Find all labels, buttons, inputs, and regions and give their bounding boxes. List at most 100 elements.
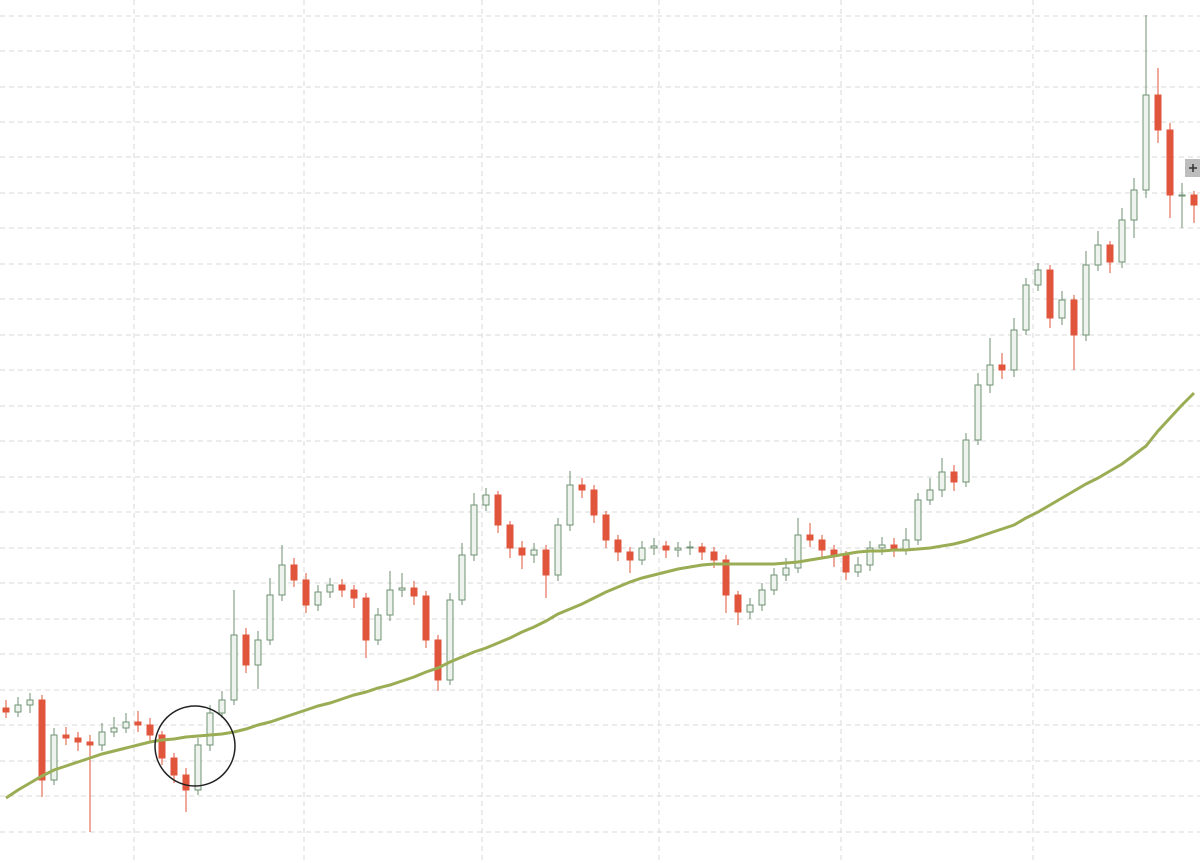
- candle-body: [266, 594, 274, 641]
- candle-body: [1142, 94, 1150, 191]
- candle-body: [1070, 299, 1078, 336]
- candle-body: [26, 699, 34, 706]
- candle-body: [50, 734, 58, 781]
- candle-body: [338, 584, 346, 591]
- candle-body: [1046, 269, 1054, 319]
- candle-body: [398, 587, 406, 591]
- candle-body: [1022, 284, 1030, 331]
- candle-body: [566, 484, 574, 526]
- candle-body: [62, 734, 70, 739]
- candle-body: [386, 589, 394, 616]
- candle-body: [290, 564, 298, 581]
- candle-body: [242, 634, 250, 666]
- candle-body: [842, 554, 850, 573]
- candle-body: [650, 545, 658, 549]
- add-button[interactable]: [1185, 159, 1200, 177]
- candle-body: [1034, 269, 1042, 286]
- candle-body: [794, 534, 802, 569]
- candle-body: [74, 737, 82, 743]
- candle-body: [446, 599, 454, 681]
- candle-body: [974, 384, 982, 441]
- candle-body: [926, 489, 934, 501]
- candle-body: [962, 439, 970, 483]
- candle-body: [458, 554, 466, 601]
- candle-body: [950, 471, 958, 483]
- candle-body: [1166, 129, 1174, 196]
- candle-body: [518, 547, 526, 556]
- candle-body: [302, 579, 310, 606]
- candle-body: [1010, 329, 1018, 371]
- candle-body: [686, 546, 694, 549]
- candle-body: [722, 559, 730, 596]
- candle-body: [14, 704, 22, 713]
- candle-body: [434, 639, 442, 681]
- candle-body: [938, 471, 946, 491]
- moving-average: [5, 391, 1196, 800]
- candle-body: [626, 551, 634, 561]
- candle-body: [1118, 219, 1126, 263]
- candle-body: [734, 594, 742, 613]
- candle-body: [998, 364, 1006, 371]
- candle-body: [182, 774, 190, 791]
- candle-body: [782, 567, 790, 576]
- candle-body: [818, 539, 826, 551]
- candle-body: [494, 494, 502, 526]
- candle-body: [482, 494, 490, 506]
- candle-body: [590, 489, 598, 516]
- candle-body: [2, 707, 10, 713]
- candle-body: [1106, 244, 1114, 263]
- candle-body: [206, 712, 214, 746]
- candle-body: [710, 551, 718, 561]
- candle-body: [350, 589, 358, 599]
- candle-body: [698, 546, 706, 553]
- candle-body: [866, 547, 874, 566]
- candle-body: [194, 744, 202, 791]
- candle-body: [1130, 189, 1138, 221]
- candle-body: [986, 364, 994, 386]
- candle-body: [314, 591, 322, 606]
- candle-body: [758, 589, 766, 606]
- candle-body: [1094, 244, 1102, 266]
- candle-body: [278, 564, 286, 596]
- candle-body: [110, 727, 118, 733]
- candle-body: [98, 731, 106, 746]
- candle-body: [602, 514, 610, 541]
- candle-body: [230, 634, 238, 701]
- candle-body: [542, 549, 550, 576]
- candle-body: [914, 499, 922, 541]
- add-button-icon[interactable]: [1189, 164, 1197, 172]
- candle-body: [530, 549, 538, 556]
- candle-body: [362, 597, 370, 641]
- candle-body: [578, 484, 586, 491]
- candle-body: [170, 757, 178, 776]
- candle-body: [1082, 264, 1090, 336]
- candle-body: [662, 545, 670, 551]
- candle-body: [806, 534, 814, 541]
- candle-body: [506, 524, 514, 549]
- candle-body: [254, 639, 262, 666]
- candle-body: [770, 574, 778, 591]
- candle-body: [134, 721, 142, 726]
- candle-body: [1058, 299, 1066, 319]
- candle-body: [614, 539, 622, 553]
- candle-body: [158, 734, 166, 759]
- candle-body: [122, 721, 130, 729]
- candle-body: [554, 524, 562, 576]
- candle-body: [86, 741, 94, 746]
- vertical-grid: [133, 0, 1034, 863]
- candle-body: [1190, 194, 1198, 206]
- candle-body: [374, 614, 382, 641]
- candle-body: [218, 699, 226, 714]
- candle-body: [878, 544, 886, 549]
- candle-body: [854, 564, 862, 573]
- candle-body: [674, 547, 682, 551]
- highlight-circle: [154, 705, 236, 787]
- candle-body: [38, 699, 46, 781]
- candle-body: [638, 547, 646, 561]
- candle-body: [746, 604, 754, 613]
- candle-body: [1178, 194, 1186, 197]
- candle-body: [146, 724, 154, 736]
- candle-body: [470, 504, 478, 556]
- candle-body: [422, 595, 430, 641]
